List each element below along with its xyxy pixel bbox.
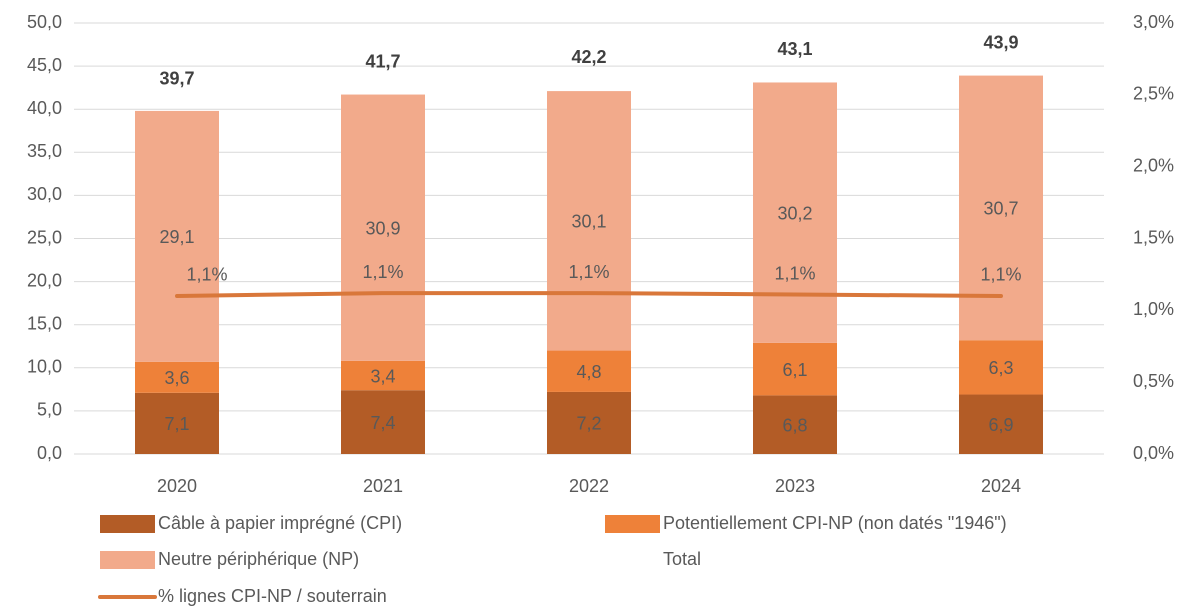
data-label: 30,1 — [571, 212, 606, 232]
y-tick-label: 15,0 — [27, 313, 62, 333]
x-tick-label: 2023 — [775, 476, 815, 496]
line-label: 1,1% — [980, 265, 1021, 285]
legend-swatch — [605, 515, 660, 533]
line-label: 1,1% — [186, 265, 227, 285]
y-tick-label: 30,0 — [27, 184, 62, 204]
data-label: 30,2 — [777, 203, 812, 223]
data-label: 3,4 — [370, 366, 395, 386]
bar-segment — [753, 395, 837, 454]
bar-segment — [135, 361, 219, 393]
bar-segment — [135, 110, 219, 362]
y2-tick-label: 3,0% — [1133, 12, 1174, 32]
total-label: 43,9 — [983, 32, 1018, 52]
bar-segment — [753, 342, 837, 396]
legend-label: Câble à papier imprégné (CPI) — [158, 513, 402, 533]
bar-segment — [959, 340, 1043, 395]
x-tick-label: 2022 — [569, 476, 609, 496]
data-label: 6,9 — [988, 415, 1013, 435]
y2-tick-label: 0,5% — [1133, 371, 1174, 391]
data-label: 6,1 — [782, 360, 807, 380]
y-tick-label: 10,0 — [27, 357, 62, 377]
legend-label: Potentiellement CPI-NP (non datés "1946"… — [663, 513, 1007, 533]
y-tick-label: 35,0 — [27, 141, 62, 161]
line-label: 1,1% — [774, 263, 815, 283]
data-label: 6,3 — [988, 358, 1013, 378]
line-label: 1,1% — [568, 262, 609, 282]
bar-segment — [341, 390, 425, 454]
data-label: 6,8 — [782, 415, 807, 435]
bar-segment — [341, 360, 425, 391]
bar-segment — [547, 91, 631, 351]
legend-label: Total — [663, 549, 701, 569]
bar-segment — [753, 82, 837, 343]
bar-segment — [959, 394, 1043, 454]
total-label: 41,7 — [365, 51, 400, 71]
x-tick-label: 2021 — [363, 476, 403, 496]
data-label: 29,1 — [159, 227, 194, 247]
y-tick-label: 40,0 — [27, 98, 62, 118]
bar-segment — [547, 350, 631, 392]
bar-segment — [135, 392, 219, 454]
y2-tick-label: 1,5% — [1133, 227, 1174, 247]
y-tick-label: 20,0 — [27, 270, 62, 290]
data-label: 7,2 — [576, 414, 601, 434]
y2-tick-label: 2,5% — [1133, 84, 1174, 104]
x-tick-label: 2024 — [981, 476, 1021, 496]
legend-swatch — [100, 515, 155, 533]
total-label: 42,2 — [571, 47, 606, 67]
y-tick-label: 25,0 — [27, 227, 62, 247]
line — [175, 291, 1003, 298]
data-label: 7,1 — [164, 414, 189, 434]
data-label: 3,6 — [164, 368, 189, 388]
data-label: 4,8 — [576, 362, 601, 382]
data-label: 7,4 — [370, 413, 395, 433]
legend-label: % lignes CPI-NP / souterrain — [158, 586, 387, 606]
y2-tick-label: 1,0% — [1133, 299, 1174, 319]
y-tick-label: 0,0 — [37, 443, 62, 463]
bar-segment — [547, 391, 631, 454]
y2-tick-label: 2,0% — [1133, 155, 1174, 175]
data-label: 30,7 — [983, 199, 1018, 219]
bar-segment — [341, 94, 425, 361]
total-label: 39,7 — [159, 69, 194, 89]
total-label: 43,1 — [777, 39, 812, 59]
line-label: 1,1% — [362, 262, 403, 282]
y-tick-label: 50,0 — [27, 12, 62, 32]
data-label: 30,9 — [365, 218, 400, 238]
legend-swatch — [100, 551, 155, 569]
y2-tick-label: 0,0% — [1133, 443, 1174, 463]
y-tick-label: 45,0 — [27, 55, 62, 75]
legend-label: Neutre périphérique (NP) — [158, 549, 359, 569]
x-tick-label: 2020 — [157, 476, 197, 496]
y-tick-label: 5,0 — [37, 400, 62, 420]
